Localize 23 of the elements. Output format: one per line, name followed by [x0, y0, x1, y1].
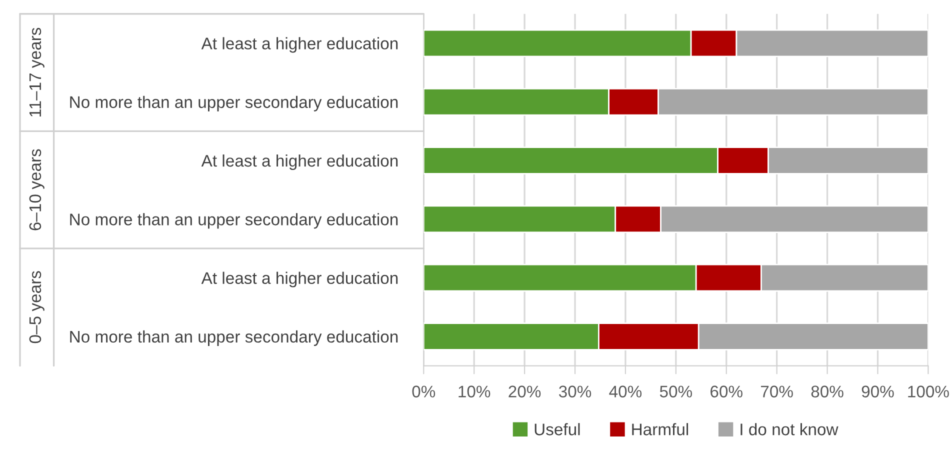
text: 6–10 years — [29, 149, 44, 230]
y-tick-label: At least a higher education — [201, 272, 398, 288]
x-tick-label: 50% — [660, 386, 692, 398]
x-tick-label: 70% — [761, 386, 793, 398]
x-tick-label: 90% — [862, 386, 894, 398]
x-tick-label: 100% — [908, 386, 949, 398]
y-tick-label: At least a higher education — [201, 37, 398, 53]
legend-label: Useful — [534, 423, 580, 436]
legend-label: I do not know — [740, 423, 838, 436]
x-tick-label: 30% — [558, 386, 592, 398]
x-tick-label: 80% — [811, 386, 844, 398]
x-tick-label: 60% — [710, 386, 742, 398]
x-tick-label: 10% — [458, 386, 490, 398]
y-tick-label: No more than an upper secondary education — [70, 330, 398, 346]
x-tick-label: 0% — [412, 386, 436, 398]
legend-label: Harmful — [632, 423, 688, 436]
y-tick-label: No more than an upper secondary education — [70, 213, 398, 229]
text: 11–17 years — [29, 28, 44, 117]
x-tick-label: 20% — [508, 386, 541, 398]
text: 0–5 years — [29, 271, 44, 344]
y-tick-label: No more than an upper secondary education — [70, 96, 398, 112]
y-tick-label: At least a higher education — [201, 154, 398, 170]
x-tick-label: 40% — [609, 386, 642, 398]
